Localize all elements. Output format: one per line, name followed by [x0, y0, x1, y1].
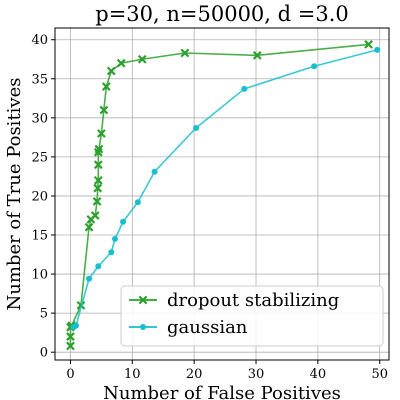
data-point-dropout — [364, 40, 373, 49]
y-tick-label: 30 — [31, 111, 48, 126]
x-axis-label: Number of False Positives — [103, 383, 341, 400]
data-point-dropout — [99, 105, 109, 115]
y-tick-label: 5 — [40, 307, 48, 322]
data-point-dropout — [92, 197, 102, 206]
data-point-dropout — [93, 175, 103, 185]
y-tick-label: 20 — [31, 189, 48, 204]
x-tick-label: 50 — [371, 367, 388, 382]
data-point-gaussian — [193, 124, 200, 131]
y-axis-label: Number of True Positives — [4, 78, 25, 311]
data-point-gaussian — [311, 63, 318, 70]
data-point-dropout — [84, 222, 94, 232]
data-point-dropout — [90, 211, 100, 220]
data-point-gaussian — [86, 275, 93, 282]
data-point-dropout — [93, 160, 103, 170]
data-point-gaussian — [73, 322, 80, 329]
data-point-dropout — [66, 341, 75, 351]
y-tick-label: 40 — [31, 33, 48, 48]
series-layer — [66, 40, 381, 351]
ticks: 0 10 20 30 40 50 0 5 10 15 20 25 30 35 40 — [31, 33, 388, 382]
data-point-gaussian — [374, 46, 381, 53]
data-point-gaussian — [151, 168, 158, 175]
chart-title: p=30, n=50000, d =3.0 — [95, 2, 349, 26]
data-point-dropout — [101, 82, 111, 91]
x-tick-label: 10 — [124, 367, 141, 382]
y-tick-label: 35 — [31, 72, 48, 87]
grid — [55, 28, 389, 360]
legend: dropout stabilizing gaussian — [120, 285, 384, 347]
data-point-dropout — [252, 50, 262, 60]
data-point-dropout — [93, 183, 103, 193]
data-point-dropout — [180, 48, 190, 58]
legend-marker-symbol — [140, 324, 146, 330]
legend-label-dropout: dropout stabilizing — [167, 290, 339, 311]
legend-marker-symbol — [138, 295, 148, 305]
x-tick-label: 0 — [66, 367, 74, 382]
data-point-dropout — [94, 144, 104, 154]
legend-label-gaussian: gaussian — [167, 317, 248, 338]
data-point-gaussian — [134, 199, 141, 206]
data-point-gaussian — [111, 235, 118, 242]
data-point-dropout — [66, 332, 75, 341]
data-point-gaussian — [108, 249, 115, 256]
x-tick-label: 40 — [310, 367, 327, 382]
data-point-dropout — [137, 54, 147, 64]
data-point-gaussian — [120, 218, 127, 225]
plot-frame — [54, 27, 390, 361]
y-tick-label: 25 — [31, 150, 48, 165]
y-tick-label: 10 — [31, 268, 48, 283]
data-point-gaussian — [95, 263, 102, 270]
data-point-gaussian — [241, 85, 248, 92]
legend-marker-gaussian — [140, 324, 146, 330]
data-point-dropout — [106, 66, 116, 76]
data-point-dropout — [97, 129, 106, 138]
data-point-dropout — [116, 58, 126, 68]
y-tick-label: 0 — [40, 346, 48, 361]
y-tick-label: 15 — [31, 229, 48, 244]
x-tick-label: 20 — [186, 367, 203, 382]
x-tick-label: 30 — [248, 367, 265, 382]
legend-marker-dropout — [138, 295, 148, 305]
legend-box — [120, 285, 384, 347]
